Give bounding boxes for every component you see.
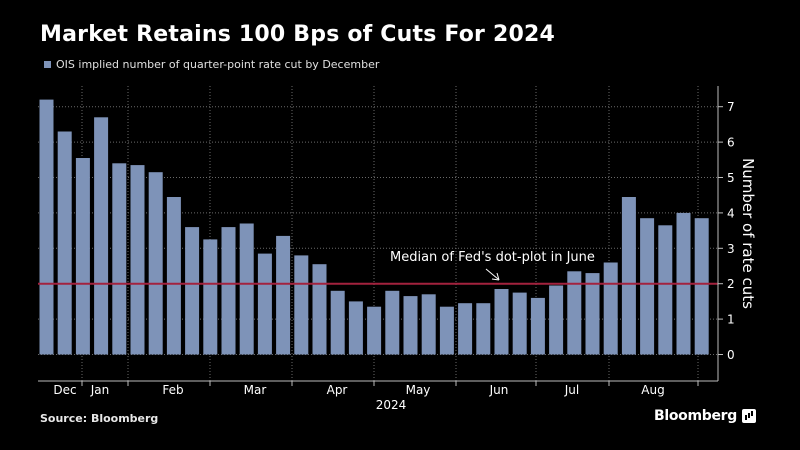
reference-group: Median of Fed's dot-plot in June	[38, 250, 718, 285]
y-tick-label: 7	[727, 100, 735, 114]
bar	[549, 285, 564, 355]
bar	[439, 306, 454, 355]
bar	[367, 306, 382, 355]
chart-icon	[742, 409, 756, 423]
bar	[640, 218, 655, 355]
y-tick-label: 3	[727, 242, 735, 256]
bar	[621, 197, 636, 355]
legend-label: OIS implied number of quarter-point rate…	[56, 58, 380, 71]
bar	[694, 218, 709, 355]
x-year-label: 2024	[376, 398, 407, 412]
bar	[421, 294, 436, 355]
x-tick-label: Jan	[90, 383, 110, 397]
source-note: Source: Bloomberg	[40, 412, 159, 425]
bar	[403, 296, 418, 355]
x-axis: Dec Jan Feb Mar Apr May Jun Jul Aug 2024	[38, 380, 718, 412]
bar	[221, 227, 236, 355]
bar	[567, 271, 582, 355]
bar	[166, 197, 181, 355]
bar	[603, 262, 618, 355]
bar	[112, 163, 127, 355]
y-axis-label: Number of rate cuts	[739, 158, 757, 309]
x-tick-label: Mar	[244, 383, 267, 397]
bar	[57, 131, 72, 355]
x-tick-label: Dec	[53, 383, 76, 397]
bar	[276, 235, 291, 355]
x-tick-label: May	[406, 383, 431, 397]
bar	[512, 292, 527, 355]
x-tick-label: Feb	[162, 383, 183, 397]
y-tick-label: 0	[727, 348, 735, 362]
x-tick-label: Jul	[564, 383, 579, 397]
legend: OIS implied number of quarter-point rate…	[44, 58, 379, 71]
bar	[148, 172, 163, 355]
bar	[348, 301, 363, 355]
bar	[530, 297, 545, 355]
bar	[203, 239, 218, 355]
bar	[75, 158, 90, 355]
bloomberg-logo: Bloomberg	[654, 408, 756, 424]
bar	[312, 264, 327, 355]
chart-title: Market Retains 100 Bps of Cuts For 2024	[40, 22, 555, 47]
bar	[130, 165, 145, 355]
bars	[39, 99, 709, 355]
legend-swatch	[44, 61, 51, 68]
bar	[39, 99, 54, 355]
y-tick-label: 2	[727, 277, 735, 291]
y-tick-label: 5	[727, 171, 735, 185]
annotation-arrowhead	[491, 272, 500, 281]
bar	[185, 227, 200, 355]
bar	[458, 303, 473, 355]
bar	[330, 290, 345, 355]
y-tick-label: 6	[727, 136, 735, 150]
bar	[658, 225, 673, 355]
bar	[494, 289, 509, 355]
y-tick-label: 4	[727, 206, 735, 220]
y-tick-label: 1	[727, 313, 735, 327]
brand-name: Bloomberg	[653, 408, 737, 424]
bar	[239, 223, 254, 355]
x-tick-label: Jun	[489, 383, 509, 397]
bar	[294, 255, 309, 355]
bar	[257, 253, 272, 355]
annotation-arrow-shaft	[485, 268, 499, 280]
y-axis: 0 1 2 3 4 5 6 7	[717, 86, 735, 381]
bar	[385, 290, 400, 355]
bar	[94, 117, 109, 355]
x-tick-label: Apr	[327, 383, 348, 397]
reference-label: Median of Fed's dot-plot in June	[390, 250, 595, 265]
x-tick-label: Aug	[641, 383, 664, 397]
bar	[585, 273, 600, 355]
bar	[476, 303, 491, 355]
